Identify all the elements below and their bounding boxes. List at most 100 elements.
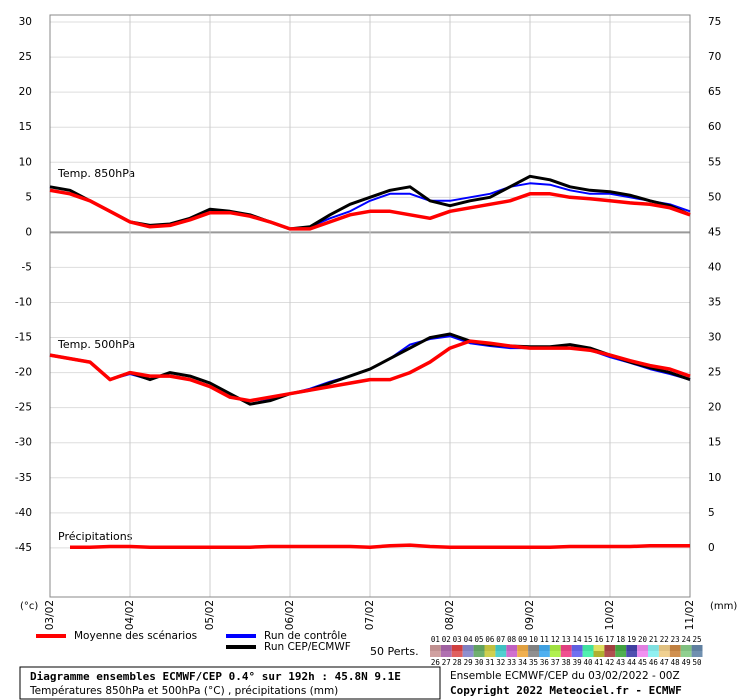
perturbation-label: 43 — [616, 658, 625, 667]
perturbation-swatch — [648, 651, 659, 657]
y-tick-label: -45 — [15, 542, 32, 554]
perturbation-label: 13 — [562, 635, 571, 644]
perturbation-swatch — [451, 651, 463, 657]
perturbation-label: 31 — [485, 658, 494, 667]
perturbation-label: 07 — [496, 635, 505, 644]
perturbation-swatch — [506, 645, 518, 651]
perturbation-swatch — [691, 645, 703, 651]
perturbation-swatch — [658, 645, 670, 651]
perturbation-label: 15 — [583, 635, 592, 644]
perturbation-label: 16 — [594, 635, 604, 644]
y2-tick-label: 5 — [708, 507, 715, 519]
perturbation-swatch — [669, 651, 681, 657]
perturbation-swatch — [582, 645, 594, 651]
perturbation-label: 29 — [464, 658, 473, 667]
perturbation-label: 32 — [496, 658, 505, 667]
perturbation-swatch — [451, 645, 463, 651]
y-tick-label: -35 — [15, 472, 32, 484]
perturbation-swatch — [484, 645, 496, 651]
y-axis-label: (°c) — [20, 601, 38, 612]
perturbation-swatch — [506, 651, 518, 657]
perturbation-swatch — [615, 651, 627, 657]
plot-frame — [49, 14, 691, 598]
annotation: Précipitations — [58, 530, 133, 543]
perturbation-swatch — [495, 645, 507, 651]
copyright: Copyright 2022 Meteociel.fr - ECMWF — [450, 684, 682, 697]
perturbation-swatch — [571, 651, 583, 657]
footer-run: Ensemble ECMWF/CEP du 03/02/2022 - 00Z — [450, 670, 680, 682]
perturbation-label: 49 — [682, 658, 691, 667]
y2-tick-label: 70 — [708, 51, 721, 63]
y2-tick-label: 25 — [708, 367, 721, 379]
perturbation-swatch — [560, 651, 572, 657]
y2-tick-label: 30 — [708, 332, 721, 344]
perturbation-swatch — [615, 645, 627, 651]
perturbation-label: 09 — [518, 635, 527, 644]
perturbation-label: 50 — [692, 658, 702, 667]
perturbation-label: 21 — [649, 635, 658, 644]
perturbation-swatch — [462, 651, 474, 657]
perturbation-swatch — [495, 651, 507, 657]
perturbation-label: 36 — [540, 658, 550, 667]
x-tick-label: 06/02 — [284, 600, 296, 630]
perturbation-label: 27 — [442, 658, 451, 667]
y-tick-label: -15 — [15, 332, 32, 344]
perturbation-label: 48 — [671, 658, 681, 667]
y2-tick-label: 35 — [708, 296, 721, 308]
perturbation-label: 23 — [671, 635, 680, 644]
perturbation-swatch — [440, 645, 452, 651]
perturbation-swatch — [648, 645, 659, 651]
perturbation-label: 46 — [649, 658, 659, 667]
perturbation-swatch — [473, 645, 485, 651]
perturbation-swatch — [560, 645, 572, 651]
perturbation-label: 11 — [540, 635, 549, 644]
perturbation-label: 17 — [605, 635, 614, 644]
y2-tick-label: 75 — [708, 16, 721, 28]
legend-label: Run CEP/ECMWF — [264, 641, 351, 653]
perturbation-label: 01 — [431, 635, 440, 644]
perturbation-label: 19 — [627, 635, 636, 644]
perturbation-label: 02 — [442, 635, 451, 644]
perturbation-label: 18 — [616, 635, 626, 644]
perturbation-label: 28 — [453, 658, 463, 667]
perturbation-swatch — [528, 645, 539, 651]
perturbation-label: 41 — [594, 658, 603, 667]
x-tick-label: 05/02 — [204, 600, 216, 630]
perturbation-label: 10 — [529, 635, 539, 644]
perturbation-swatch — [430, 645, 441, 651]
y2-tick-label: 0 — [708, 542, 715, 554]
perturbation-label: 40 — [583, 658, 593, 667]
perturbation-swatch — [593, 645, 605, 651]
perturbation-swatch — [637, 645, 648, 651]
y-tick-label: 15 — [19, 121, 32, 133]
x-tick-label: 04/02 — [124, 600, 136, 630]
perturbation-label: 38 — [562, 658, 572, 667]
y2-tick-label: 10 — [708, 472, 721, 484]
perturbation-swatch — [473, 651, 485, 657]
perturbation-label: 42 — [605, 658, 614, 667]
perturbation-swatch — [691, 651, 703, 657]
perturbation-swatch — [539, 651, 550, 657]
perturbation-label: 39 — [573, 658, 582, 667]
perturbation-label: 45 — [638, 658, 647, 667]
perturbation-swatch — [669, 645, 681, 651]
footer-box — [19, 666, 441, 700]
y-tick-label: 10 — [19, 156, 32, 168]
perturbation-swatch — [462, 645, 474, 651]
footer-subtitle: Températures 850hPa et 500hPa (°C) , pré… — [29, 685, 338, 697]
y-tick-label: 0 — [25, 226, 32, 238]
perturbation-label: 37 — [551, 658, 560, 667]
perturbation-label: 14 — [573, 635, 583, 644]
perturbation-swatch — [528, 651, 539, 657]
perturbation-swatch — [680, 645, 692, 651]
perturbation-swatch — [430, 651, 441, 657]
perturbation-label: 47 — [660, 658, 669, 667]
y-tick-label: -30 — [15, 437, 32, 449]
perturbation-swatch — [604, 645, 616, 651]
perturbation-label: 25 — [692, 635, 701, 644]
y2-tick-label: 40 — [708, 261, 721, 273]
y2-tick-label: 45 — [708, 226, 721, 238]
perturbation-swatch — [593, 651, 605, 657]
perturbation-swatch — [517, 645, 529, 651]
